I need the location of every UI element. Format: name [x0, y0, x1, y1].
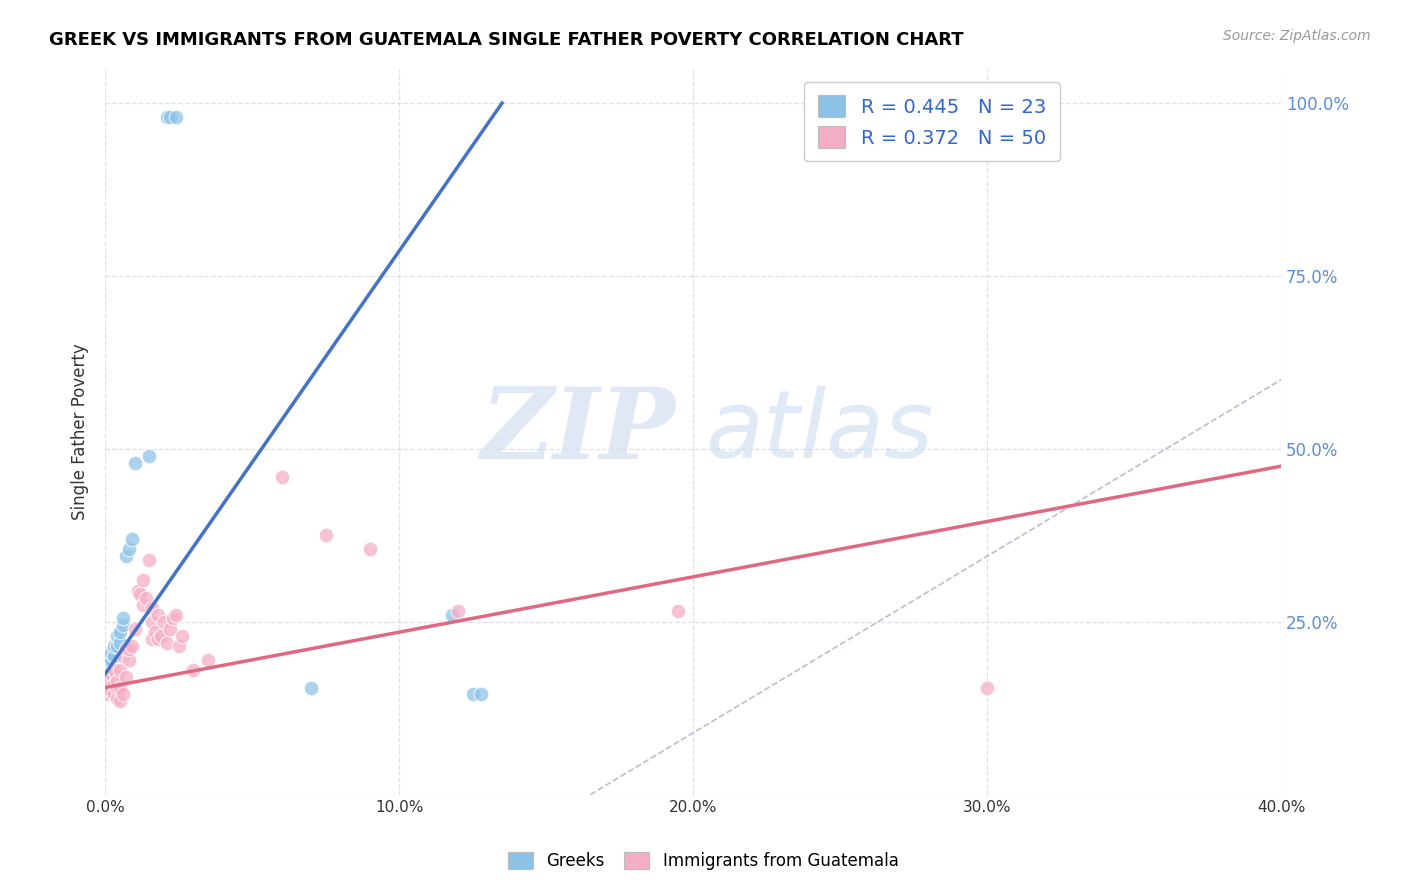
Point: [159, 622, 181, 636]
Point: [135, 591, 157, 605]
Point: [118, 653, 141, 667]
Point: [108, 694, 131, 708]
Point: [156, 635, 179, 649]
Y-axis label: Single Father Poverty: Single Father Poverty: [72, 343, 89, 520]
Point: [270, 469, 292, 483]
Text: GREEK VS IMMIGRANTS FROM GUATEMALA SINGLE FATHER POVERTY CORRELATION CHART: GREEK VS IMMIGRANTS FROM GUATEMALA SINGL…: [49, 31, 965, 49]
Point: [138, 552, 160, 566]
Point: [666, 604, 689, 618]
Point: [97, 653, 120, 667]
Point: [461, 687, 484, 701]
Point: [111, 618, 134, 632]
Point: [100, 684, 122, 698]
Point: [470, 687, 492, 701]
Point: [114, 549, 136, 563]
Text: ZIP: ZIP: [481, 384, 675, 480]
Point: [150, 629, 173, 643]
Point: [105, 690, 128, 705]
Point: [103, 677, 125, 691]
Point: [105, 673, 128, 688]
Point: [441, 607, 464, 622]
Point: [315, 528, 337, 542]
Point: [162, 611, 184, 625]
Point: [143, 625, 166, 640]
Point: [108, 625, 131, 640]
Point: [197, 653, 219, 667]
Point: [165, 110, 187, 124]
Point: [103, 663, 125, 677]
Point: [159, 110, 181, 124]
Text: atlas: atlas: [704, 386, 934, 477]
Point: [108, 663, 131, 677]
Point: [299, 681, 322, 695]
Point: [97, 673, 120, 688]
Point: [153, 615, 176, 629]
Point: [111, 649, 134, 664]
Point: [118, 542, 141, 557]
Point: [156, 110, 179, 124]
Point: [100, 666, 122, 681]
Point: [103, 687, 125, 701]
Legend: Greeks, Immigrants from Guatemala: Greeks, Immigrants from Guatemala: [501, 845, 905, 877]
Point: [100, 646, 122, 660]
Point: [127, 583, 149, 598]
Point: [114, 642, 136, 657]
Point: [97, 687, 120, 701]
Point: [976, 681, 998, 695]
Point: [132, 598, 155, 612]
Point: [100, 653, 122, 667]
Point: [118, 642, 141, 657]
Text: Source: ZipAtlas.com: Source: ZipAtlas.com: [1223, 29, 1371, 43]
Point: [105, 629, 128, 643]
Point: [138, 449, 160, 463]
Point: [108, 635, 131, 649]
Point: [103, 639, 125, 653]
Point: [146, 632, 169, 646]
Point: [124, 622, 146, 636]
Point: [165, 607, 187, 622]
Point: [129, 587, 152, 601]
Point: [105, 639, 128, 653]
Point: [170, 629, 193, 643]
Point: [146, 607, 169, 622]
Point: [132, 574, 155, 588]
Point: [141, 615, 163, 629]
Point: [121, 639, 143, 653]
Point: [359, 542, 381, 557]
Point: [141, 632, 163, 646]
Point: [121, 532, 143, 546]
Point: [111, 687, 134, 701]
Point: [183, 663, 205, 677]
Point: [141, 601, 163, 615]
Point: [108, 681, 131, 695]
Point: [103, 649, 125, 664]
Point: [111, 611, 134, 625]
Legend: R = 0.445   N = 23, R = 0.372   N = 50: R = 0.445 N = 23, R = 0.372 N = 50: [804, 82, 1060, 161]
Point: [447, 604, 470, 618]
Point: [124, 456, 146, 470]
Point: [105, 681, 128, 695]
Point: [97, 681, 120, 695]
Point: [114, 670, 136, 684]
Point: [167, 639, 190, 653]
